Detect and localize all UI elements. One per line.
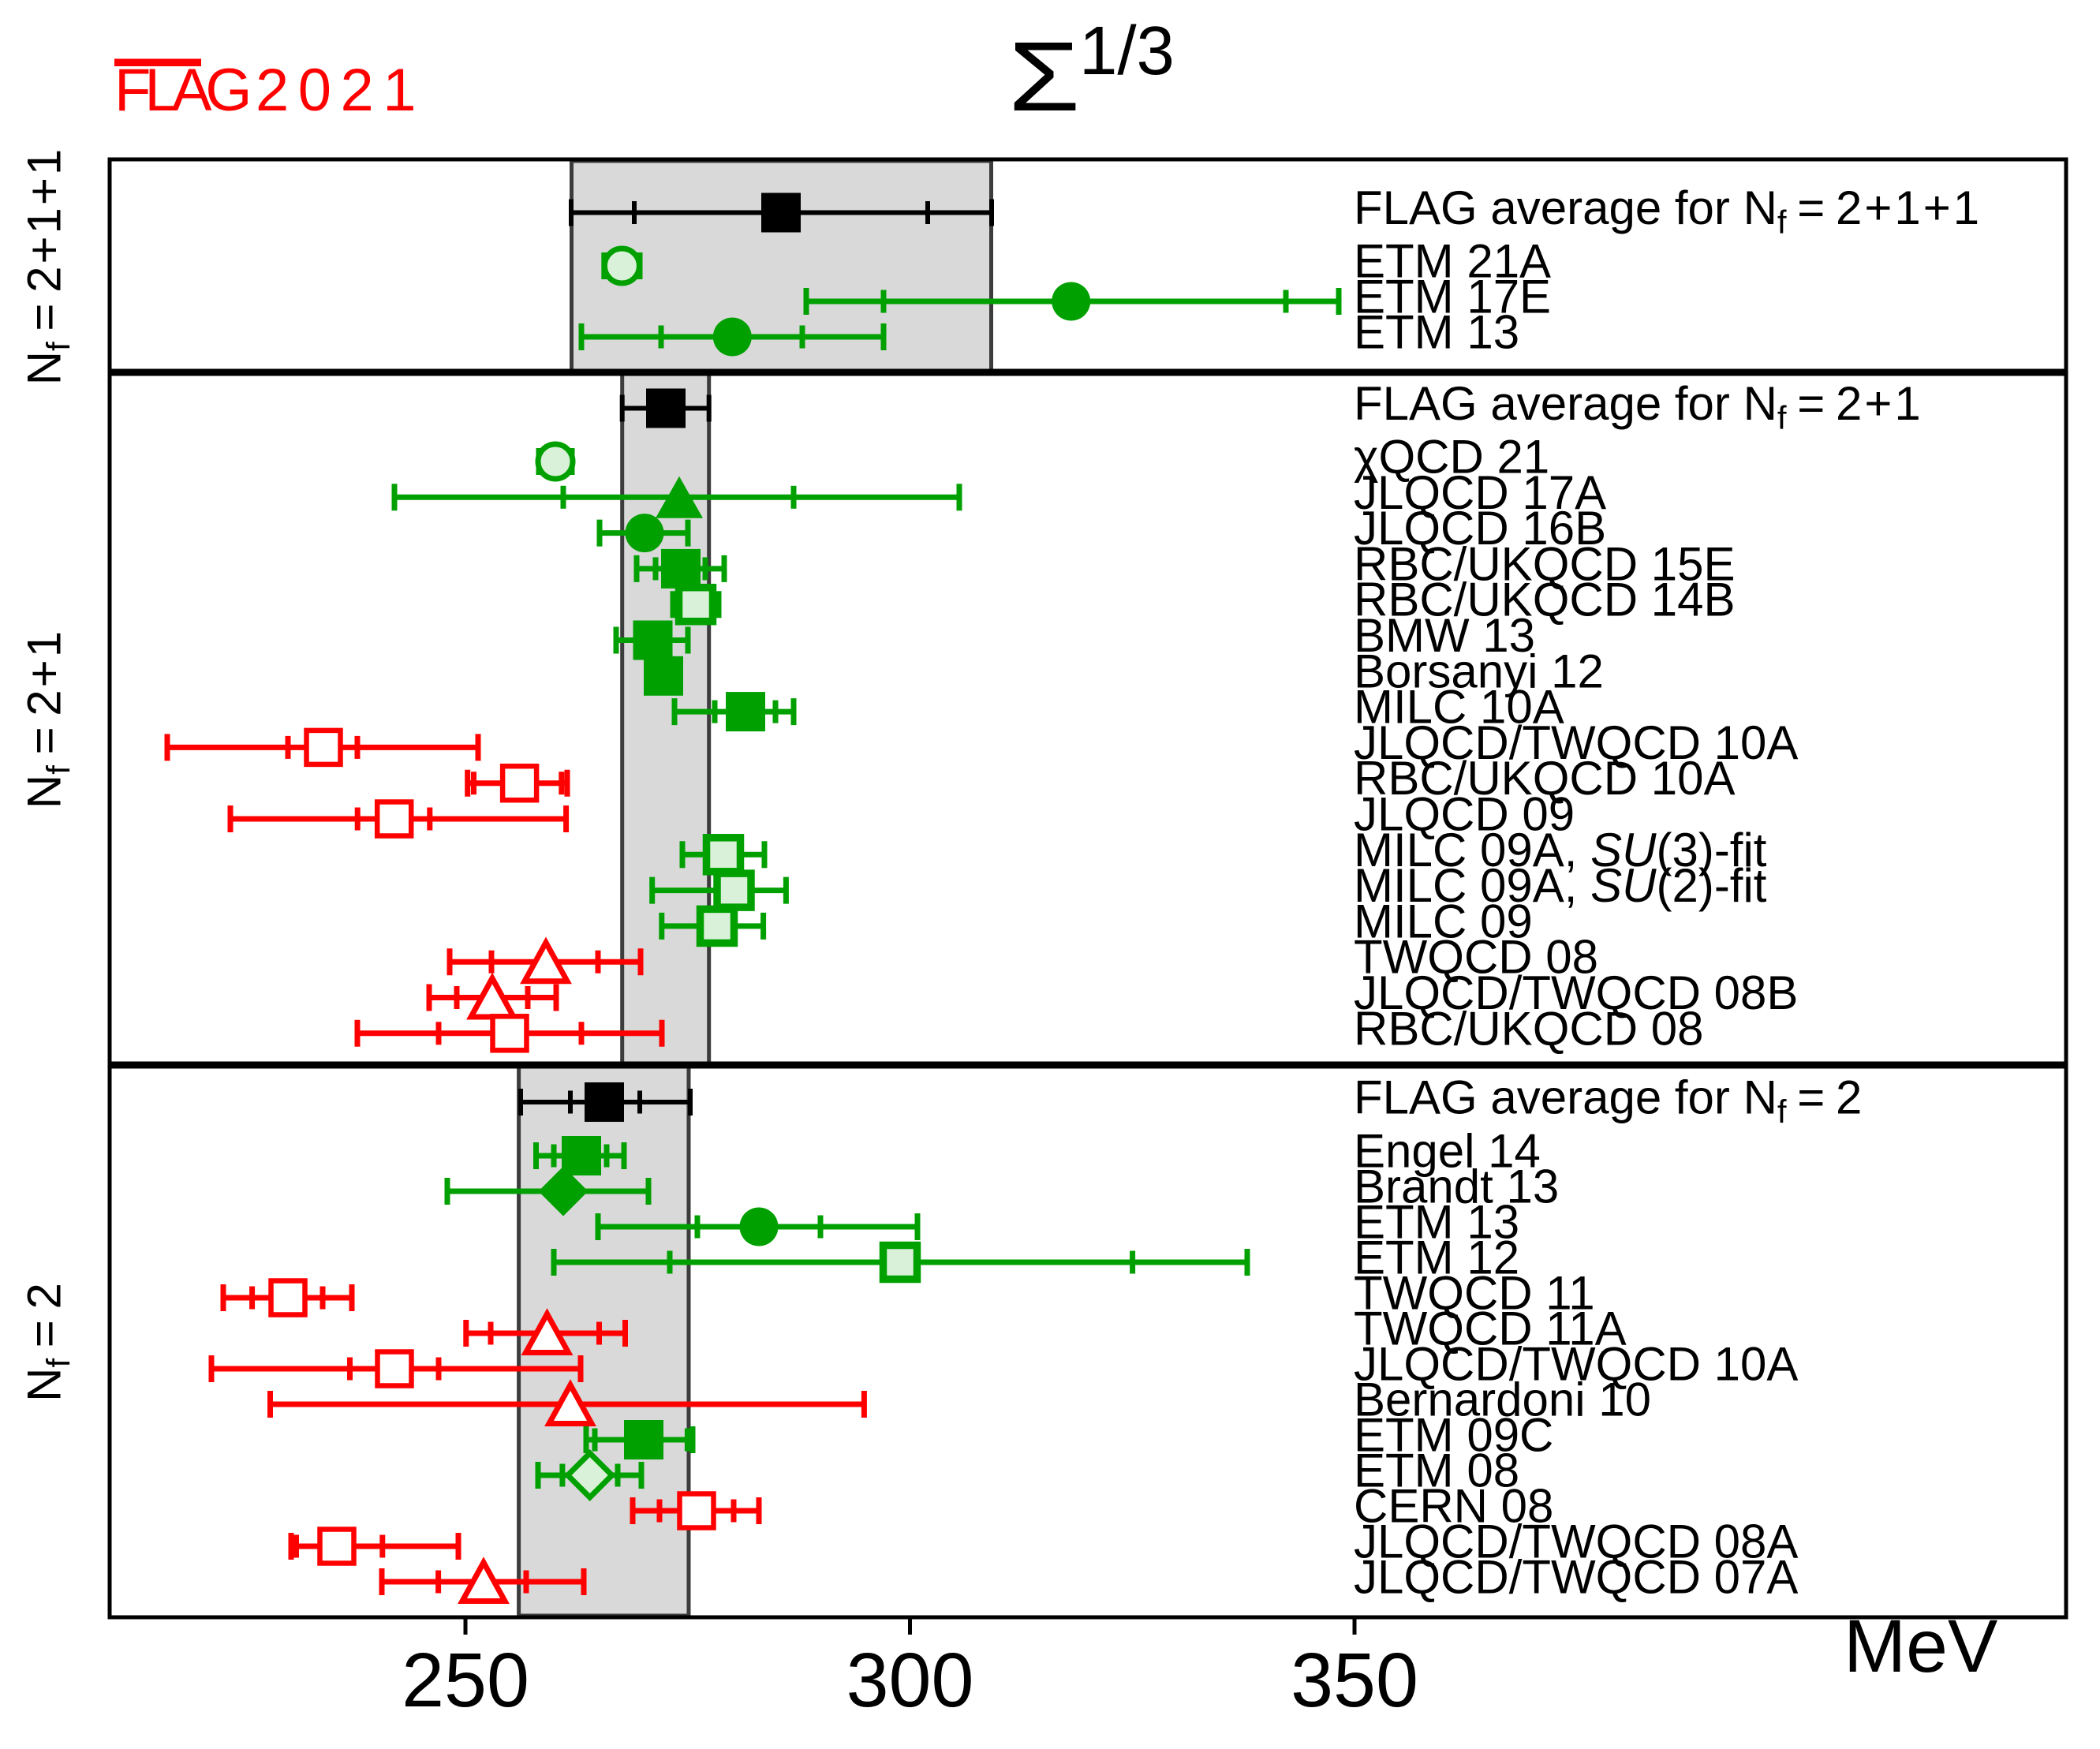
svg-text:Engel 14: Engel 14 bbox=[1354, 1125, 1541, 1178]
svg-text:χQCD 21: χQCD 21 bbox=[1354, 431, 1549, 484]
svg-text:RBC/UKQCD 10A: RBC/UKQCD 10A bbox=[1354, 752, 1735, 805]
svg-text:ETM 08: ETM 08 bbox=[1354, 1444, 1519, 1497]
svg-text:Nf = 2+1: Nf = 2+1 bbox=[18, 629, 77, 809]
svg-text:JLQCD/TWQCD 07A: JLQCD/TWQCD 07A bbox=[1354, 1551, 1798, 1604]
svg-text:JLQCD 09: JLQCD 09 bbox=[1354, 788, 1575, 841]
svg-text:TWQCD 08: TWQCD 08 bbox=[1354, 931, 1598, 984]
svg-text:2021: 2021 bbox=[256, 57, 425, 124]
svg-text:MILC 09: MILC 09 bbox=[1354, 895, 1533, 947]
svg-text:1/3: 1/3 bbox=[1079, 13, 1175, 89]
svg-text:MILC 10A: MILC 10A bbox=[1354, 681, 1564, 734]
svg-text:JLQCD/TWQCD 10A: JLQCD/TWQCD 10A bbox=[1354, 716, 1798, 769]
svg-text:CERN 08: CERN 08 bbox=[1354, 1480, 1553, 1533]
svg-text:TWQCD 11: TWQCD 11 bbox=[1354, 1267, 1595, 1320]
svg-text:TWQCD 11A: TWQCD 11A bbox=[1354, 1302, 1627, 1355]
svg-text:300: 300 bbox=[846, 1637, 974, 1723]
svg-text:JLQCD/TWQCD 08B: JLQCD/TWQCD 08B bbox=[1354, 966, 1798, 1019]
svg-text:FLAG average for Nf = 2: FLAG average for Nf = 2 bbox=[1354, 1071, 1864, 1130]
svg-text:ETM 17E: ETM 17E bbox=[1354, 271, 1551, 323]
svg-text:RBC/UKQCD 14B: RBC/UKQCD 14B bbox=[1354, 574, 1735, 626]
svg-text:JLQCD 17A: JLQCD 17A bbox=[1354, 466, 1606, 519]
svg-text:JLQCD/TWQCD 08A: JLQCD/TWQCD 08A bbox=[1354, 1515, 1798, 1568]
svg-text:BMW 13: BMW 13 bbox=[1354, 609, 1535, 662]
svg-text:250: 250 bbox=[402, 1637, 529, 1723]
svg-text:RBC/UKQCD 08: RBC/UKQCD 08 bbox=[1354, 1002, 1703, 1055]
svg-text:Nf = 2: Nf = 2 bbox=[18, 1280, 77, 1402]
svg-text:Brandt 13: Brandt 13 bbox=[1354, 1160, 1559, 1213]
svg-text:Σ: Σ bbox=[1008, 21, 1080, 132]
svg-text:JLQCD 16B: JLQCD 16B bbox=[1354, 502, 1606, 555]
svg-text:Borsanyi 12: Borsanyi 12 bbox=[1354, 645, 1604, 697]
svg-text:MILC 09A, SU(3)-fit: MILC 09A, SU(3)-fit bbox=[1354, 824, 1767, 876]
svg-text:350: 350 bbox=[1291, 1637, 1418, 1723]
svg-text:ETM 09C: ETM 09C bbox=[1354, 1409, 1553, 1462]
svg-text:FLAG average for Nf = 2+1: FLAG average for Nf = 2+1 bbox=[1354, 377, 1923, 436]
svg-text:ETM 12: ETM 12 bbox=[1354, 1231, 1519, 1284]
svg-text:Bernardoni 10: Bernardoni 10 bbox=[1354, 1373, 1651, 1426]
svg-text:MILC 09A, SU(2)-fit: MILC 09A, SU(2)-fit bbox=[1354, 859, 1767, 912]
svg-text:FLAG: FLAG bbox=[114, 57, 248, 124]
svg-text:ETM 21A: ETM 21A bbox=[1354, 235, 1551, 288]
svg-text:FLAG average for Nf = 2+1+1: FLAG average for Nf = 2+1+1 bbox=[1354, 181, 1982, 241]
svg-text:MeV: MeV bbox=[1844, 1605, 1997, 1688]
svg-text:ETM 13: ETM 13 bbox=[1354, 1196, 1519, 1249]
svg-text:JLQCD/TWQCD 10A: JLQCD/TWQCD 10A bbox=[1354, 1338, 1798, 1391]
svg-text:ETM 13: ETM 13 bbox=[1354, 306, 1519, 359]
svg-text:RBC/UKQCD 15E: RBC/UKQCD 15E bbox=[1354, 537, 1735, 590]
